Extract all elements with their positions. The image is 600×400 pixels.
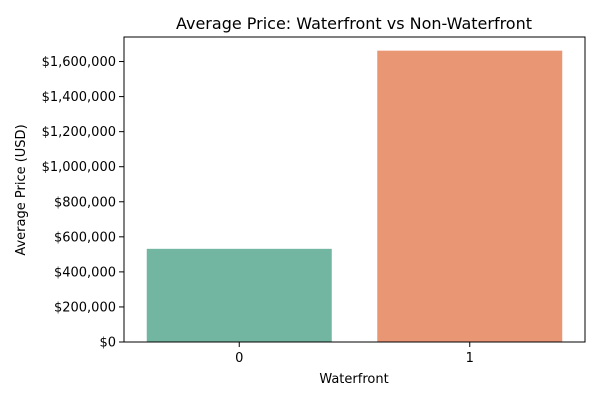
y-tick-label: $400,000 bbox=[54, 265, 116, 280]
bars bbox=[146, 50, 563, 342]
x-axis-label: Waterfront bbox=[319, 372, 388, 387]
y-tick-label: $200,000 bbox=[54, 300, 116, 315]
chart-title: Average Price: Waterfront vs Non-Waterfr… bbox=[176, 14, 532, 33]
y-axis-ticks: $0 $200,000 $400,000 $600,000 $800,000 $1,000… bbox=[42, 55, 124, 351]
bar-0 bbox=[146, 248, 332, 342]
y-tick-label: $0 bbox=[99, 336, 116, 351]
y-axis-label: Average Price (USD) bbox=[14, 124, 29, 255]
y-tick-label: $600,000 bbox=[54, 230, 116, 245]
bar-1 bbox=[377, 50, 563, 342]
y-tick-label: $1,600,000 bbox=[42, 55, 116, 70]
y-tick-label: $1,400,000 bbox=[42, 90, 116, 105]
x-tick-label: 0 bbox=[235, 351, 243, 366]
x-tick-label: 1 bbox=[466, 351, 474, 366]
plot-frame bbox=[123, 36, 586, 343]
y-tick-label: $1,000,000 bbox=[42, 160, 116, 175]
y-tick-label: $800,000 bbox=[54, 195, 116, 210]
y-tick-label: $1,200,000 bbox=[42, 125, 116, 140]
